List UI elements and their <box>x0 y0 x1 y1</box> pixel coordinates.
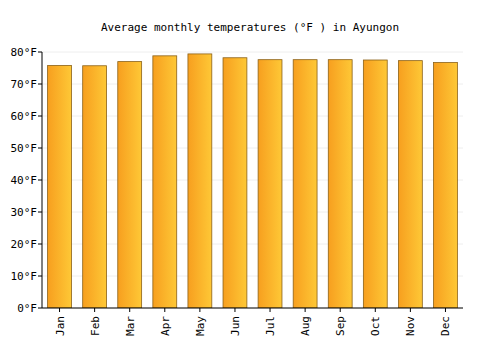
x-tick-label: Jul <box>264 316 277 336</box>
bar <box>363 60 387 308</box>
x-tick-label: Mar <box>124 316 137 336</box>
bar <box>83 66 107 308</box>
x-tick <box>305 308 306 312</box>
x-tick-label: Dec <box>439 316 452 336</box>
y-tick-label: 0°F <box>17 302 37 315</box>
chart-container: Average monthly temperatures (°F ) in Ay… <box>0 0 500 350</box>
x-tick-label: Aug <box>299 316 312 336</box>
y-tick <box>38 276 42 277</box>
bar <box>48 65 72 308</box>
x-tick <box>340 308 341 312</box>
bar <box>293 60 317 308</box>
x-tick-label: Sep <box>334 316 347 336</box>
x-tick-label: Feb <box>89 316 102 336</box>
bar <box>434 63 458 308</box>
y-tick-label: 30°F <box>11 206 38 219</box>
grid-line <box>42 52 463 53</box>
y-tick <box>38 116 42 117</box>
y-tick <box>38 148 42 149</box>
y-tick-label: 80°F <box>11 46 38 59</box>
y-tick-label: 60°F <box>11 110 38 123</box>
x-tick-label: Oct <box>369 316 382 336</box>
x-tick <box>94 308 95 312</box>
x-tick <box>164 308 165 312</box>
y-tick <box>38 308 42 309</box>
grid-line <box>42 308 463 309</box>
x-tick <box>375 308 376 312</box>
chart-svg: Average monthly temperatures (°F ) in Ay… <box>0 0 500 350</box>
x-tick-label: May <box>194 316 207 336</box>
x-tick-label: Apr <box>159 316 172 336</box>
bar <box>223 58 247 308</box>
bar <box>258 60 282 308</box>
x-tick <box>199 308 200 312</box>
y-tick-label: 40°F <box>11 174 38 187</box>
x-tick <box>59 308 60 312</box>
y-tick-label: 70°F <box>11 78 38 91</box>
x-tick <box>410 308 411 312</box>
bar <box>398 61 422 308</box>
x-tick-label: Nov <box>404 316 417 336</box>
y-tick-label: 10°F <box>11 270 38 283</box>
bars <box>48 54 458 308</box>
x-tick <box>270 308 271 312</box>
y-tick <box>38 52 42 53</box>
y-tick <box>38 212 42 213</box>
y-tick-label: 20°F <box>11 238 38 251</box>
y-tick <box>38 244 42 245</box>
x-tick <box>234 308 235 312</box>
x-tick <box>445 308 446 312</box>
y-tick <box>38 84 42 85</box>
chart-title: Average monthly temperatures (°F ) in Ay… <box>101 21 399 34</box>
x-tick-label: Jan <box>54 316 67 336</box>
bar <box>328 60 352 308</box>
y-tick-label: 50°F <box>11 142 38 155</box>
x-axis <box>42 308 463 309</box>
bar <box>188 54 212 308</box>
x-tick <box>129 308 130 312</box>
x-tick-label: Jun <box>229 316 242 336</box>
bar <box>153 56 177 308</box>
y-axis <box>42 52 43 308</box>
y-tick <box>38 180 42 181</box>
bar <box>118 62 142 308</box>
